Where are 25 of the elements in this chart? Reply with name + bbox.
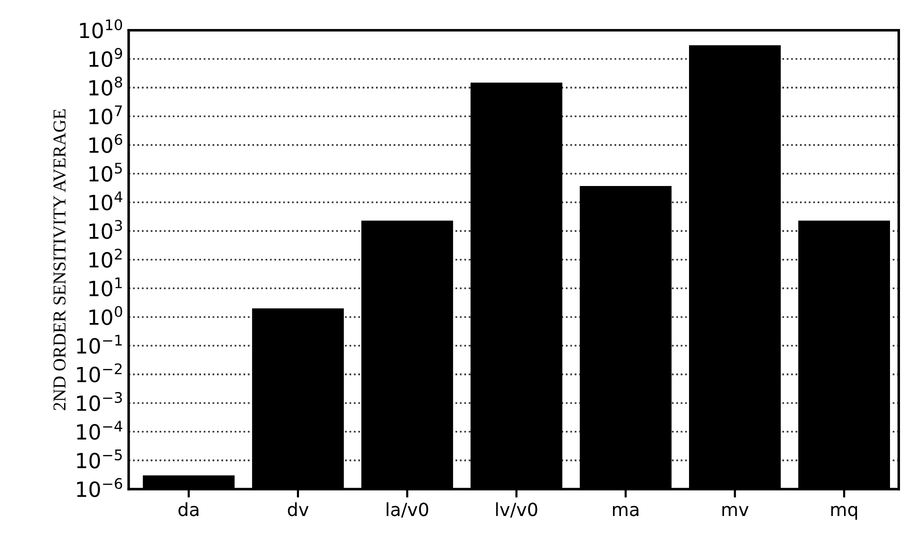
y-tick-label: 10$^{2}$ [89,248,122,268]
y-tick-label: 10$^{1}$ [89,278,122,296]
y-tick-label: 10$^{−3}$ [77,392,122,412]
y-tick-label: 10$^{3}$ [89,220,122,240]
x-tick-label: mv [722,506,748,516]
x-tick-label: ma [612,506,638,516]
y-axis-title: 2ND ORDER SENSITIVITY AVERAGE [53,109,66,410]
y-tick-label: 10$^{−5}$ [77,450,122,468]
y-tick-label: 10$^{−4}$ [77,420,122,440]
y-tick-label: 10$^{4}$ [89,192,122,210]
x-tick-label: da [178,502,198,516]
y-tick-label: 10$^{6}$ [89,134,122,154]
x-tick-label: dv [288,502,308,516]
x-tick-label: mq [831,506,858,520]
y-tick-label: 10$^{0}$ [89,306,122,326]
y-tick-label: 10$^{9}$ [89,48,122,68]
y-tick-label: 10$^{−2}$ [77,363,122,382]
y-tick-label: 10$^{8}$ [89,76,122,96]
y-tick-label: 10$^{10}$ [80,19,122,38]
y-tick-label: 10$^{7}$ [89,105,122,124]
x-tick-label: la/v0 [386,502,428,518]
y-tick-label: 10$^{5}$ [89,162,122,182]
y-tick-label: 10$^{−6}$ [77,478,122,498]
y-tick-label: 10$^{−1}$ [77,334,122,354]
x-tick-label: lv/v0 [496,502,538,518]
